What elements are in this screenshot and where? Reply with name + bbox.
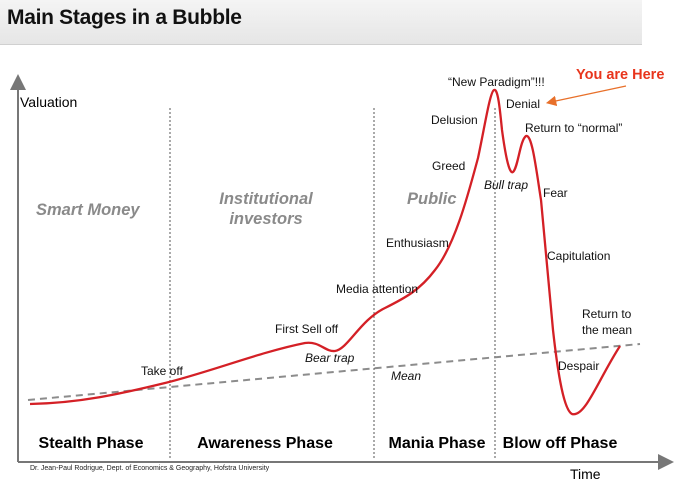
label-denial: Denial — [506, 97, 540, 111]
label-greed: Greed — [432, 159, 465, 173]
label-bear-trap: Bear trap — [305, 351, 355, 365]
group-institutional-line2: investors — [229, 210, 302, 228]
label-return-to-mean-line2: the mean — [582, 323, 632, 337]
title-bar: Main Stages in a Bubble — [0, 0, 642, 45]
label-bull-trap: Bull trap — [484, 178, 528, 192]
phase-mania: Mania Phase — [389, 435, 486, 452]
group-public: Public — [407, 190, 457, 208]
label-despair: Despair — [558, 359, 599, 373]
label-capitulation: Capitulation — [547, 249, 610, 263]
credit-text: Dr. Jean-Paul Rodrigue, Dept. of Economi… — [30, 465, 270, 472]
label-take-off: Take off — [141, 364, 183, 378]
label-enthusiasm: Enthusiasm — [386, 236, 449, 250]
label-first-sell-off: First Sell off — [275, 322, 339, 336]
you-are-here-arrow — [545, 85, 627, 107]
x-axis-label: Time — [570, 466, 601, 482]
group-institutional-line1: Institutional — [219, 190, 313, 208]
label-return-to-mean-line1: Return to — [582, 307, 632, 321]
phase-blowoff: Blow off Phase — [503, 435, 618, 452]
phase-awareness: Awareness Phase — [197, 435, 333, 452]
label-fear: Fear — [543, 186, 568, 200]
page-title: Main Stages in a Bubble — [7, 6, 242, 29]
label-mean: Mean — [391, 369, 421, 383]
label-new-paradigm: “New Paradigm”!!! — [448, 75, 545, 89]
label-media-attention: Media attention — [336, 282, 418, 296]
label-return-to-normal: Return to “normal” — [525, 121, 622, 135]
group-smart-money: Smart Money — [36, 201, 140, 219]
phase-stealth: Stealth Phase — [39, 435, 144, 452]
y-axis-label: Valuation — [20, 94, 77, 110]
bubble-curve — [29, 88, 621, 416]
label-delusion: Delusion — [431, 113, 478, 127]
you-are-here-label: You are Here — [576, 67, 664, 83]
